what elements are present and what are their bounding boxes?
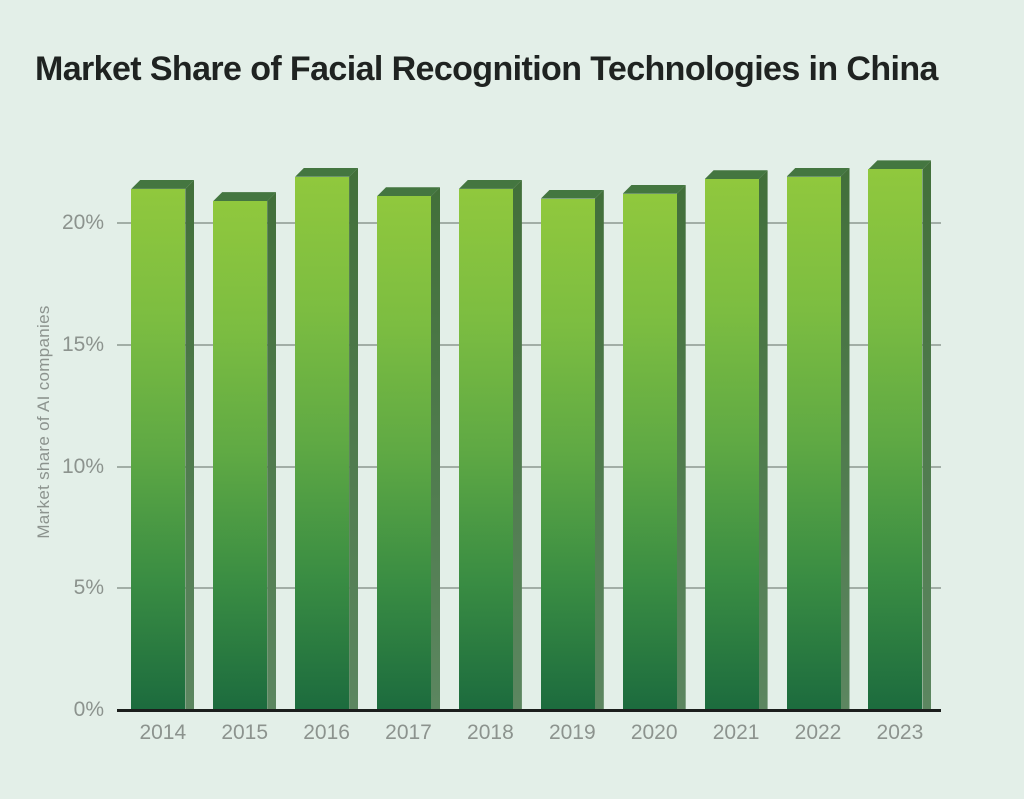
bar-2014 (131, 179, 195, 710)
bar-top-face (540, 189, 604, 199)
bar-front-face (622, 193, 677, 710)
bar-2023 (868, 160, 932, 710)
bar-side-face (512, 179, 522, 710)
bar-2017 (377, 187, 440, 710)
bar-top-face (786, 167, 850, 177)
bar-front-face (868, 169, 923, 710)
bar-2018 (458, 179, 522, 710)
x-tick-label-2018: 2018 (467, 721, 514, 744)
x-tick-label-2023: 2023 (876, 721, 924, 744)
x-tick-label-2014: 2014 (139, 721, 187, 744)
x-tick-label-2021: 2021 (712, 721, 760, 744)
bar-top-face (622, 184, 686, 194)
x-tick-label-2022: 2022 (794, 721, 842, 744)
chart-title: Market Share of Facial Recognition Techn… (35, 50, 938, 88)
bar-side-face (431, 187, 440, 710)
x-tick-label-2015: 2015 (221, 721, 269, 744)
gridline-15 (117, 343, 941, 346)
x-tick-label-2016: 2016 (303, 721, 350, 744)
x-tick-label-2017: 2017 (385, 721, 432, 744)
bar-side-face (840, 167, 850, 710)
y-tick-label-15: 15% (61, 332, 104, 356)
bar-2019 (540, 189, 604, 710)
bar-2015 (213, 192, 277, 710)
bar-2021 (704, 170, 768, 710)
bar-2016 (295, 167, 359, 710)
x-tick-label-2019: 2019 (548, 721, 596, 744)
gridline-10 (117, 465, 941, 468)
bar-front-face (786, 176, 841, 710)
bar-side-face (676, 184, 686, 710)
bar-side-face (922, 160, 932, 710)
bar-front-face (213, 201, 268, 710)
bar-front-face (131, 188, 186, 710)
bar-side-face (267, 192, 277, 710)
bar-side-face (758, 170, 768, 710)
bar-top-face (704, 170, 768, 180)
x-tick-label-2020: 2020 (630, 721, 678, 744)
bar-side-face (185, 179, 195, 710)
y-tick-label-20: 20% (61, 211, 104, 234)
bar-top-face (458, 179, 522, 189)
gridline-5 (117, 587, 941, 590)
bar-top-face (868, 160, 932, 170)
bar-front-face (458, 188, 513, 710)
bar-side-face (349, 167, 359, 710)
y-tick-label-10: 10% (61, 454, 104, 478)
bar-top-face (295, 167, 359, 177)
bar-top-face (131, 179, 195, 189)
bar-front-face (704, 179, 759, 710)
bar-top-face (377, 187, 440, 197)
bar-front-face (540, 198, 595, 710)
gridline-20 (117, 222, 941, 224)
bar-2020 (622, 184, 686, 710)
bar-top-face (213, 192, 277, 202)
x-axis-line (117, 709, 941, 712)
bar-2022 (786, 167, 850, 710)
y-tick-label-5: 5% (73, 576, 104, 600)
bar-front-face (295, 176, 350, 710)
bar-front-face (377, 196, 431, 710)
y-tick-label-0: 0% (73, 698, 104, 721)
bar-side-face (594, 189, 604, 710)
